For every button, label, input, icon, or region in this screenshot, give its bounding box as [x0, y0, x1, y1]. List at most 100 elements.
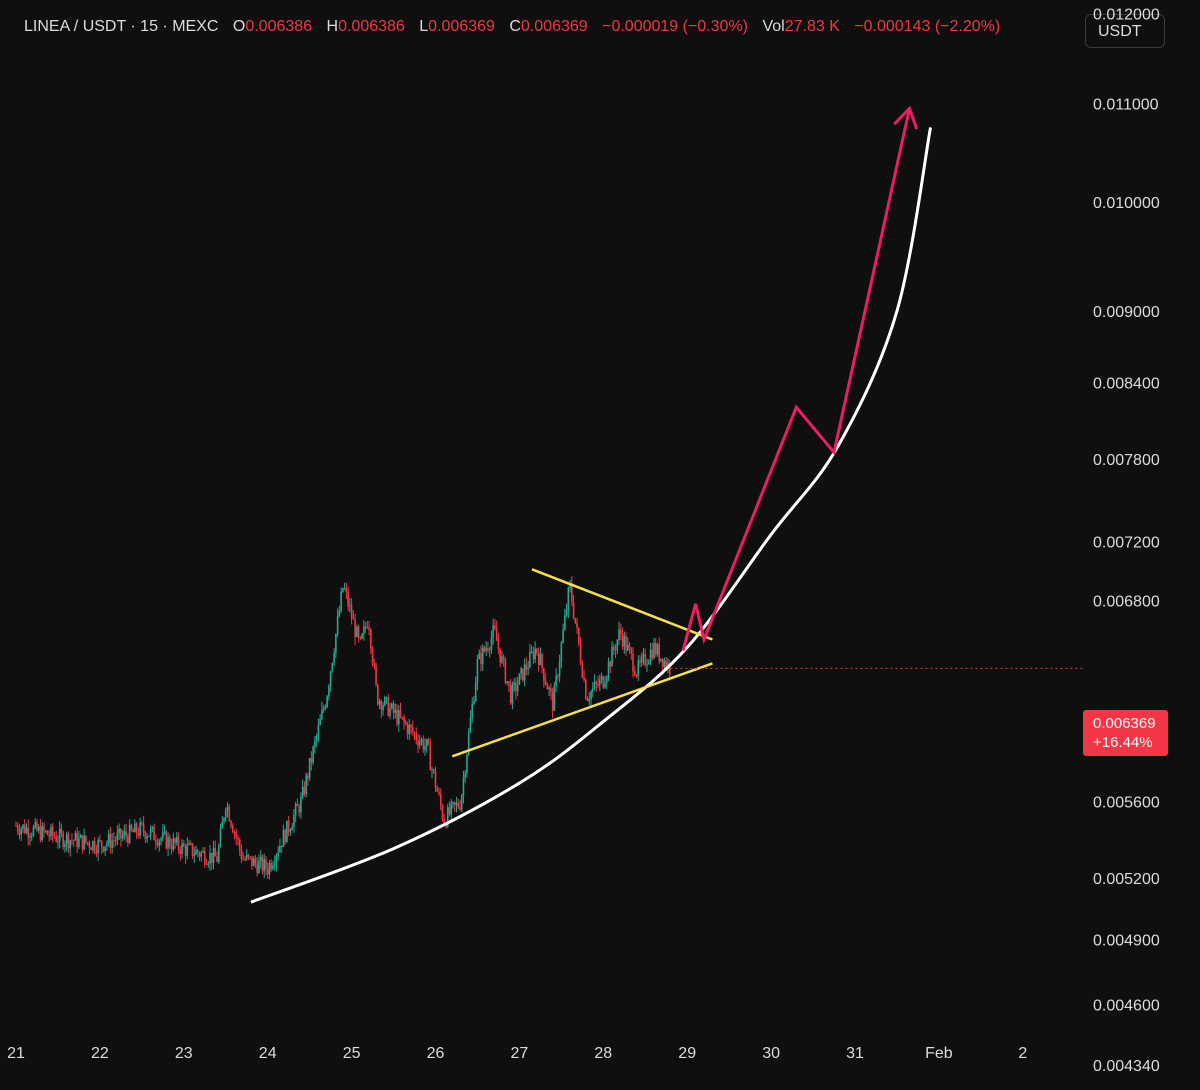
- candle-body: [92, 841, 94, 850]
- candle-body: [86, 842, 89, 844]
- candle-body: [245, 854, 248, 860]
- candle-body: [235, 832, 238, 838]
- candle-body: [50, 826, 52, 837]
- candle-body: [366, 627, 369, 629]
- candle-body: [616, 639, 619, 651]
- candle-body: [595, 682, 598, 684]
- candle-body: [55, 837, 58, 842]
- candle-body: [272, 865, 274, 869]
- candle-body: [286, 820, 288, 843]
- candle-body: [543, 668, 545, 681]
- candle-body: [342, 588, 344, 592]
- candle-body: [230, 820, 232, 826]
- candle-body: [495, 628, 498, 641]
- candle-body: [581, 663, 584, 678]
- candle-body: [439, 793, 442, 806]
- candle-body: [127, 836, 129, 843]
- candle-body: [571, 583, 573, 602]
- candle-body: [534, 648, 536, 660]
- candle-body: [259, 856, 262, 861]
- close-label: C: [509, 18, 521, 35]
- candle-body: [307, 775, 309, 779]
- candle-body: [184, 846, 187, 856]
- candle-body: [142, 823, 145, 832]
- candle-body: [618, 629, 620, 640]
- candle-body: [338, 610, 341, 617]
- candle-body: [99, 839, 101, 841]
- candle-body: [200, 852, 203, 857]
- currency-button[interactable]: USDT: [1085, 14, 1165, 48]
- candle-body: [46, 830, 49, 836]
- candle-body: [343, 588, 346, 590]
- candle-body: [420, 739, 423, 742]
- candle-body: [240, 849, 243, 860]
- price-tick-label: 0.010000: [1093, 195, 1160, 212]
- candle-body: [537, 652, 540, 665]
- candle-body: [139, 822, 141, 836]
- candle-body: [191, 843, 194, 856]
- open-value: 0.006386: [245, 18, 313, 35]
- price-axis[interactable]: 0.0150000.0140000.0130000.0120000.011000…: [1093, 0, 1160, 1075]
- candle-body: [207, 863, 210, 865]
- high-label: H: [326, 18, 339, 35]
- candle-body: [177, 836, 180, 850]
- candle-body: [155, 840, 157, 843]
- candle-body: [459, 806, 461, 810]
- candle-body: [361, 633, 363, 639]
- candle-body: [411, 727, 414, 733]
- candle-body: [88, 842, 91, 848]
- candle-body: [340, 591, 342, 611]
- symbol-title[interactable]: LINEA / USDT · 15 · MEXC: [24, 18, 219, 35]
- candle-body: [588, 699, 591, 701]
- candle-body: [450, 802, 453, 815]
- candle-body: [37, 826, 40, 831]
- candle-body: [60, 828, 63, 834]
- candle-body: [567, 588, 570, 611]
- candle-body: [280, 845, 283, 848]
- time-tick-label: 31: [846, 1045, 864, 1062]
- candle-body: [172, 838, 175, 850]
- candle-body: [214, 848, 217, 857]
- candle-body: [189, 843, 192, 845]
- candle-body: [153, 826, 155, 841]
- candle-body: [231, 825, 234, 833]
- candle-body: [32, 827, 35, 836]
- candle-body: [410, 725, 412, 728]
- time-axis[interactable]: 21 22 23 24 25 26 27 28 29 30 31 Feb 2: [7, 1045, 1027, 1062]
- candle-body: [106, 843, 108, 847]
- candle-body: [590, 691, 592, 700]
- candle-body: [162, 831, 164, 839]
- candle-body: [251, 856, 253, 867]
- candle-body: [628, 644, 631, 649]
- candle-body: [522, 668, 524, 681]
- candle-body: [289, 830, 292, 832]
- candle-body: [202, 851, 204, 853]
- candle-body: [134, 823, 136, 833]
- candle-body: [371, 648, 374, 664]
- candle-body: [328, 686, 330, 697]
- candle-body: [469, 718, 472, 733]
- candle-body: [107, 834, 110, 844]
- candle-body: [27, 827, 30, 838]
- candle-body: [247, 854, 250, 857]
- candle-body: [508, 681, 510, 685]
- candle-body: [389, 708, 391, 716]
- candle-body: [196, 850, 199, 854]
- candle-body: [132, 830, 134, 833]
- candle-body: [511, 684, 514, 704]
- candle-body: [509, 684, 512, 704]
- candle-body: [364, 626, 367, 628]
- candle-body: [597, 683, 599, 686]
- candle-body: [148, 835, 150, 837]
- candle-body: [170, 846, 173, 850]
- candle-body: [612, 646, 615, 651]
- price-tick-label: 0.008400: [1093, 375, 1160, 392]
- candle-body: [315, 735, 318, 741]
- candle-body: [83, 835, 85, 850]
- candle-body: [331, 663, 334, 672]
- candle-body: [586, 698, 589, 701]
- candle-body: [57, 841, 59, 843]
- candle-body: [314, 740, 316, 747]
- price-tick-label: 0.004900: [1093, 932, 1160, 949]
